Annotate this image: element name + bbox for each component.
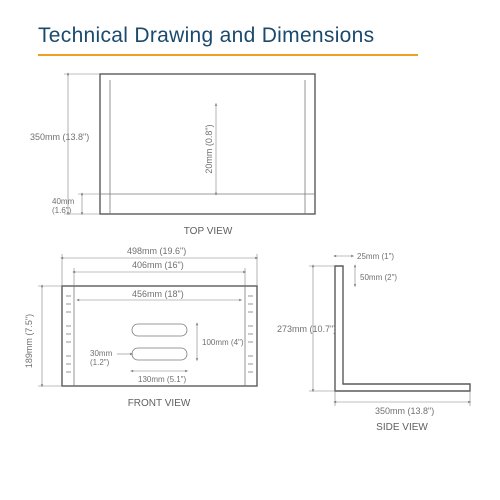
top-view: 20mm (0.8") 350mm (13.8") 40mm (1.6") TO… (30, 74, 315, 237)
svg-text:25mm (1"): 25mm (1") (357, 252, 394, 261)
top-view-label: TOP VIEW (184, 226, 233, 237)
drawing-canvas: 20mm (0.8") 350mm (13.8") 40mm (1.6") TO… (0, 56, 500, 496)
svg-text:50mm (2"): 50mm (2") (360, 273, 397, 282)
svg-text:100mm (4"): 100mm (4") (202, 338, 244, 347)
svg-text:30mm: 30mm (90, 349, 113, 358)
page-title: Technical Drawing and Dimensions (0, 0, 500, 54)
svg-text:350mm (13.8"): 350mm (13.8") (375, 406, 434, 416)
svg-text:498mm (19.6"): 498mm (19.6") (127, 246, 186, 256)
side-view: 25mm (1") 50mm (2") 273mm (10.7") 350mm … (277, 252, 470, 433)
svg-text:130mm (5.1"): 130mm (5.1") (138, 375, 187, 384)
svg-text:456mm (18"): 456mm (18") (132, 289, 184, 299)
svg-text:(1.6"): (1.6") (52, 206, 72, 215)
front-view: 498mm (19.6") 406mm (16") 456mm (18") 10… (24, 246, 257, 409)
svg-text:40mm: 40mm (52, 197, 75, 206)
svg-text:20mm (0.8"): 20mm (0.8") (204, 124, 214, 173)
svg-text:406mm (16"): 406mm (16") (132, 260, 184, 270)
svg-text:(1.2"): (1.2") (90, 358, 110, 367)
svg-text:350mm (13.8"): 350mm (13.8") (30, 132, 89, 142)
side-view-label: SIDE VIEW (376, 422, 428, 433)
front-view-label: FRONT VIEW (128, 398, 191, 409)
svg-text:189mm (7.5"): 189mm (7.5") (24, 314, 34, 368)
svg-text:273mm (10.7"): 273mm (10.7") (277, 324, 336, 334)
